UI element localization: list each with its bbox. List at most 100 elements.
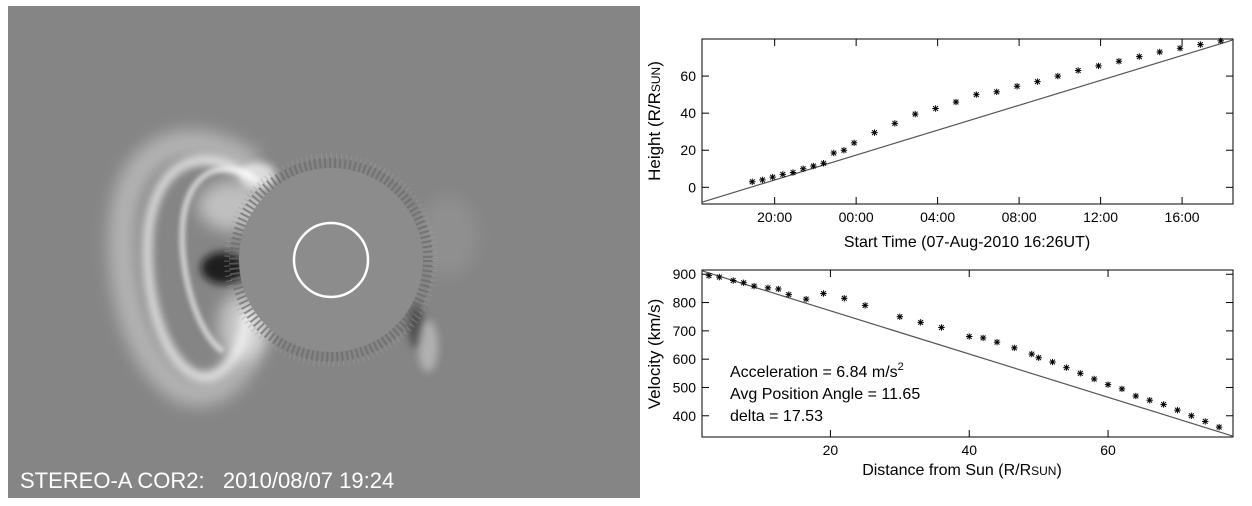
velocity-data-point: [993, 338, 1001, 346]
velocity-data-point: [1188, 412, 1195, 419]
velocity-data-point: [1146, 397, 1153, 404]
velocity-data-point: [740, 279, 747, 286]
velocity-plot-frame: [701, 269, 1234, 438]
height-x-tick-label: 20:00: [757, 209, 792, 225]
position-angle-annotation: Avg Position Angle = 11.65: [730, 386, 920, 403]
velocity-data-point: [764, 284, 772, 292]
velocity-data-point: [1028, 350, 1035, 358]
height-x-tick-label: 08:00: [1002, 209, 1037, 225]
velocity-data-point: [716, 273, 723, 281]
velocity-data-point: [896, 313, 904, 320]
height-data-point: [749, 178, 756, 185]
height-y-tick-label: 60: [680, 68, 696, 84]
velocity-data-point: [1132, 392, 1140, 400]
height-data-point: [850, 139, 858, 147]
height-data-point: [871, 129, 878, 136]
velocity-data-point: [938, 324, 945, 331]
height-data-point: [1136, 53, 1143, 60]
height-data-point: [1054, 72, 1062, 80]
height-data-point: [1176, 45, 1184, 52]
velocity-data-point: [1202, 418, 1209, 425]
height-data-point: [1217, 37, 1224, 45]
height-y-tick-label: 40: [680, 105, 696, 121]
height-x-tick-label: 12:00: [1083, 209, 1118, 225]
velocity-x-tick-label: 40: [961, 442, 977, 458]
height-data-point: [993, 88, 1000, 96]
delta-annotation: delta = 17.53: [730, 408, 823, 425]
velocity-y-axis-label: Velocity (km/s): [645, 299, 664, 410]
velocity-x-tick-label: 60: [1100, 442, 1116, 458]
occulter-noise-ring: [229, 158, 433, 362]
height-data-point: [799, 165, 807, 172]
velocity-data-point: [730, 277, 737, 284]
velocity-data-point: [1118, 385, 1126, 393]
height-data-point: [932, 105, 939, 112]
velocity-y-tick-label: 600: [673, 351, 697, 367]
height-plot-frame: [701, 38, 1234, 205]
cme-structure: [108, 129, 478, 407]
height-x-tick-label: 00:00: [839, 209, 874, 225]
height-fit-line: [701, 39, 1234, 203]
velocity-y-tick-label: 700: [673, 323, 697, 339]
velocity-x-ticks: 20 40 60: [823, 270, 1116, 458]
velocity-x-axis-label: Distance from Sun (R/RSUN): [862, 462, 1062, 479]
velocity-data-point: [1174, 406, 1181, 414]
height-data-point: [779, 171, 787, 178]
velocity-data-point: [775, 285, 782, 293]
solar-limb-circle: [292, 221, 370, 299]
height-x-axis-label: Start Time (07-Aug-2010 16:26UT): [844, 234, 1090, 251]
velocity-fit-line: [701, 270, 1234, 437]
velocity-data-point: [1215, 423, 1223, 431]
occulter-noise-ring-outer: [224, 153, 438, 367]
height-data-point: [769, 173, 776, 181]
velocity-y-tick-label: 500: [673, 379, 697, 395]
height-y-tick-label: 20: [680, 142, 696, 158]
coronagraph-image: STEREO-A COR2: 2010/08/07 19:24: [8, 6, 640, 498]
height-x-tick-label: 16:00: [1165, 209, 1200, 225]
height-y-tick-label: 0: [688, 179, 696, 195]
velocity-data-point: [861, 302, 869, 309]
height-data-point: [820, 160, 827, 167]
height-data-point: [952, 98, 960, 106]
height-data-point: [810, 162, 817, 170]
height-data-point: [1156, 48, 1163, 56]
velocity-data-point: [785, 291, 792, 298]
height-data-points: [749, 37, 1224, 185]
height-data-point: [973, 91, 980, 98]
velocity-data-point: [1011, 344, 1018, 352]
height-data-point: [1013, 83, 1021, 90]
velocity-data-point: [1104, 381, 1112, 388]
height-data-point: [1034, 78, 1041, 85]
height-y-ticks: 0 20 40 60: [680, 68, 1233, 195]
velocity-data-point: [979, 334, 987, 342]
velocity-distance-chart: 400 500 600 700 800 900 20 40 60 Acceleration =…: [645, 266, 1234, 479]
velocity-data-point: [1035, 354, 1042, 361]
height-x-tick-label: 04:00: [920, 209, 955, 225]
corona-caption: STEREO-A COR2: 2010/08/07 19:24: [20, 468, 395, 493]
velocity-y-tick-label: 400: [673, 408, 697, 424]
height-data-point: [912, 110, 919, 118]
velocity-data-point: [841, 295, 848, 302]
height-data-point: [1197, 41, 1204, 48]
velocity-y-tick-label: 900: [673, 266, 697, 282]
height-data-point: [1095, 62, 1102, 70]
height-data-point: [759, 176, 766, 184]
height-x-ticks: 20:00 00:00 04:00 08:00 12:00 16:00: [757, 39, 1200, 225]
velocity-y-tick-label: 800: [673, 295, 697, 311]
velocity-data-point: [1160, 401, 1167, 408]
velocity-data-point: [1063, 364, 1070, 371]
velocity-data-points: [705, 272, 1223, 431]
velocity-data-point: [917, 319, 924, 326]
velocity-data-point: [820, 290, 827, 297]
velocity-x-tick-label: 20: [823, 442, 839, 458]
velocity-data-point: [802, 295, 810, 303]
height-data-point: [840, 147, 848, 154]
height-data-point: [830, 149, 837, 157]
occulter-disk: [239, 168, 423, 352]
velocity-data-point: [1077, 370, 1084, 377]
height-data-point: [1074, 67, 1082, 74]
velocity-data-point: [966, 333, 973, 340]
height-y-axis-label: Height (R/RSUN): [645, 61, 664, 181]
height-data-point: [891, 120, 899, 127]
velocity-data-point: [1049, 358, 1056, 366]
